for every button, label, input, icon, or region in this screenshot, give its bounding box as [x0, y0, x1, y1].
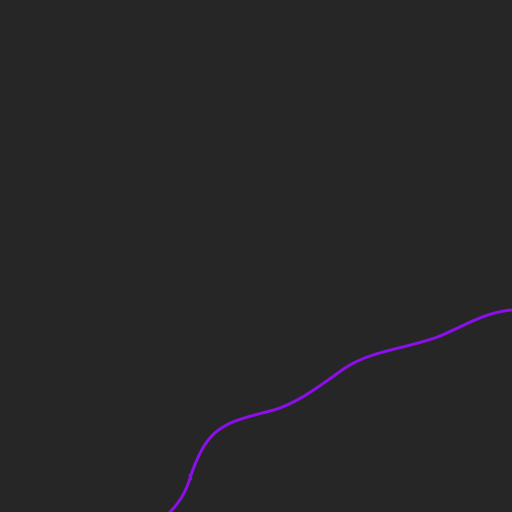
- curve-stroke: [168, 308, 512, 512]
- curve-tick-mark: [188, 473, 193, 481]
